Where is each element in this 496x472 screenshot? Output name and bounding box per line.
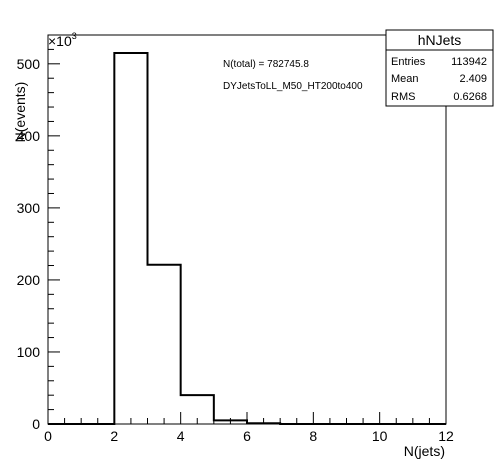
y-axis-title: N(events) <box>12 82 28 143</box>
x-tick-label: 12 <box>438 428 454 444</box>
stats-box-title: hNJets <box>418 32 462 48</box>
x-tick-label: 10 <box>372 428 388 444</box>
stats-label-rms: RMS <box>391 91 415 103</box>
y-exponent-power: 3 <box>72 31 77 41</box>
y-tick-label: 0 <box>32 416 40 432</box>
x-axis-title: N(jets) <box>404 443 445 459</box>
x-tick-label: 6 <box>243 428 251 444</box>
stats-box: hNJets Entries 113942 Mean 2.409 RMS 0.6… <box>385 29 494 107</box>
stats-value-rms: 0.6268 <box>453 91 487 103</box>
stats-box-frame <box>385 29 494 107</box>
stats-value-mean: 2.409 <box>459 73 487 85</box>
stats-value-entries: 113942 <box>451 56 487 68</box>
x-tick-label: 2 <box>110 428 118 444</box>
x-tick-label: 0 <box>44 428 52 444</box>
annotation-sample: DYJetsToLL_M50_HT200to400 <box>223 81 363 92</box>
y-tick-label: 100 <box>17 344 41 360</box>
x-tick-label: 8 <box>309 428 317 444</box>
histogram-outline <box>48 52 446 425</box>
y-tick-label: 200 <box>17 272 41 288</box>
annotation-total: N(total) = 782745.8 <box>223 59 309 70</box>
y-exponent-base: ×10 <box>48 33 72 49</box>
y-tick-label: 400 <box>17 128 41 144</box>
y-axis-exponent: ×103 <box>48 31 77 49</box>
y-tick-labels: 0 100 200 300 400 500 <box>17 56 41 432</box>
stats-label-mean: Mean <box>391 73 419 85</box>
x-tick-label: 4 <box>177 428 185 444</box>
axis-ticks <box>47 34 447 425</box>
y-tick-label: 300 <box>17 200 41 216</box>
y-tick-label: 500 <box>17 56 41 72</box>
x-tick-labels: 0 2 4 6 8 10 12 <box>44 428 454 444</box>
stats-label-entries: Entries <box>391 56 426 68</box>
